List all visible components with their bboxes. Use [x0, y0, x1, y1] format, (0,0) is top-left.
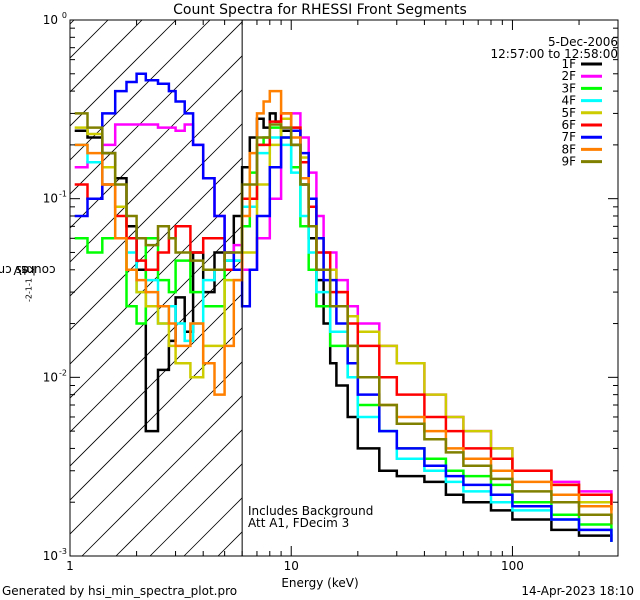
series-line-5F [74, 117, 613, 511]
annotation-background: Includes Background [248, 504, 374, 518]
y-tick-label: 10 [43, 192, 58, 206]
hatch-line [217, 531, 243, 556]
footer-timestamp: 14-Apr-2023 18:10 [521, 584, 634, 598]
series-line-7F [74, 72, 613, 542]
plot-frame [69, 19, 619, 557]
series-layer [74, 72, 613, 542]
y-tick-label: 10 [43, 549, 58, 563]
observation-date: 5-Dec-2006 [547, 35, 618, 49]
hatch-line [70, 157, 243, 331]
hatch-line [70, 191, 243, 365]
legend-label-8F: 8F [561, 142, 576, 156]
annotation-attenuator: Att A1, FDecim 3 [248, 516, 350, 530]
y-label-kev: keV [13, 262, 36, 277]
y-tick-exponent: -3 [59, 547, 67, 556]
legend-label-2F: 2F [561, 69, 576, 83]
hatch-line [70, 361, 243, 535]
series-line-6F [74, 112, 613, 511]
hatch-line [81, 395, 243, 556]
hatch-line [70, 293, 243, 467]
hatch-line [70, 225, 243, 399]
chart-title: Count Spectra for RHESSI Front Segments [173, 2, 467, 18]
x-tick-label: 10 [284, 559, 299, 573]
hatch-line [70, 20, 177, 127]
series-line-9F [74, 112, 613, 525]
hatch-line [70, 123, 243, 297]
legend-label-3F: 3F [561, 81, 576, 95]
hatch-line [70, 20, 211, 161]
time-range: 12:57:00 to 12:58:00 [490, 47, 618, 61]
hatched-region [70, 20, 243, 556]
y-tick-exponent: 0 [62, 11, 67, 20]
series-line-1F [74, 112, 613, 542]
hatch-line [70, 89, 243, 263]
hatch-line [70, 20, 143, 93]
legend-label-7F: 7F [561, 130, 576, 144]
legend-label-4F: 4F [561, 94, 576, 108]
hatch-line [70, 20, 75, 25]
y-tick-exponent: -2 [59, 368, 67, 377]
y-label-exp-cm: -2 [24, 293, 34, 302]
hatch-line [115, 429, 243, 556]
legend-label-9F: 9F [561, 155, 576, 169]
hatch-line [70, 21, 243, 195]
y-label-exp-kev: -1 [24, 278, 34, 287]
x-axis-label: Energy (keV) [281, 576, 359, 590]
y-tick-label: 10 [43, 13, 58, 27]
legend-label-1F: 1F [561, 57, 576, 71]
hatch-line [70, 20, 109, 59]
series-line-2F [74, 112, 613, 503]
footer-generated-by: Generated by hsi_min_spectra_plot.pro [2, 584, 238, 598]
legend-label-5F: 5F [561, 106, 576, 120]
hatch-line [70, 55, 243, 229]
y-tick-label: 10 [43, 370, 58, 384]
x-tick-label: 100 [501, 559, 524, 573]
y-label-exp-s: -1 [24, 286, 34, 294]
x-tick-label: 1 [66, 559, 74, 573]
legend-label-6F: 6F [561, 118, 576, 132]
y-tick-exponent: -1 [59, 190, 67, 199]
hatch-line [70, 327, 243, 501]
